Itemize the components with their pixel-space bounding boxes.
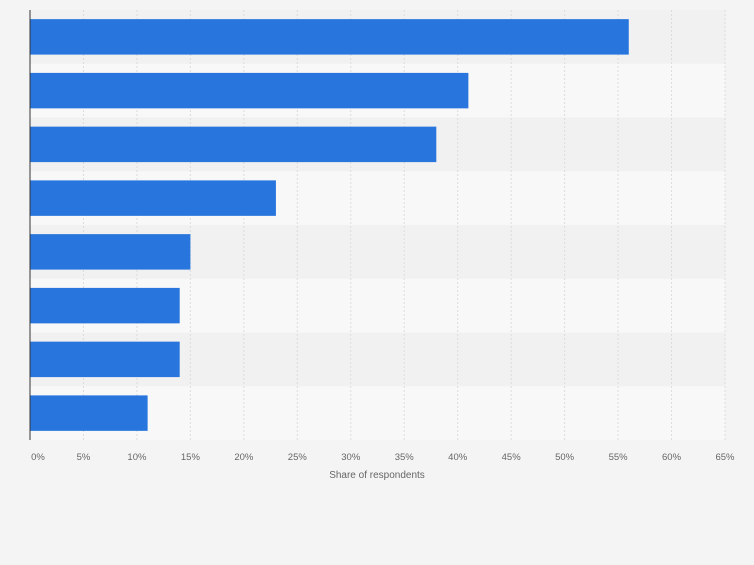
x-tick-label: 40% [448,452,468,463]
x-tick-label: 0% [31,452,45,463]
x-tick-label: 30% [341,452,361,463]
x-tick-label: 60% [662,452,682,463]
x-tick-label: 45% [502,452,522,463]
x-tick-label: 65% [715,452,735,463]
bar [30,180,276,216]
x-axis-label: Share of respondents [329,470,425,481]
bar [30,72,469,109]
x-tick-label: 20% [234,452,254,463]
x-tick-label: 55% [609,452,629,463]
x-tick-label: 15% [181,452,201,463]
x-tick-label: 5% [77,452,91,463]
x-tick-label: 25% [288,452,308,463]
bar [30,287,180,324]
x-tick-label: 35% [395,452,415,463]
bar [30,19,629,55]
bar [30,126,437,163]
x-tick-label: 50% [555,452,575,463]
x-tick-label: 10% [127,452,147,463]
bar [30,395,148,431]
bar [30,234,191,270]
bar [30,341,180,378]
